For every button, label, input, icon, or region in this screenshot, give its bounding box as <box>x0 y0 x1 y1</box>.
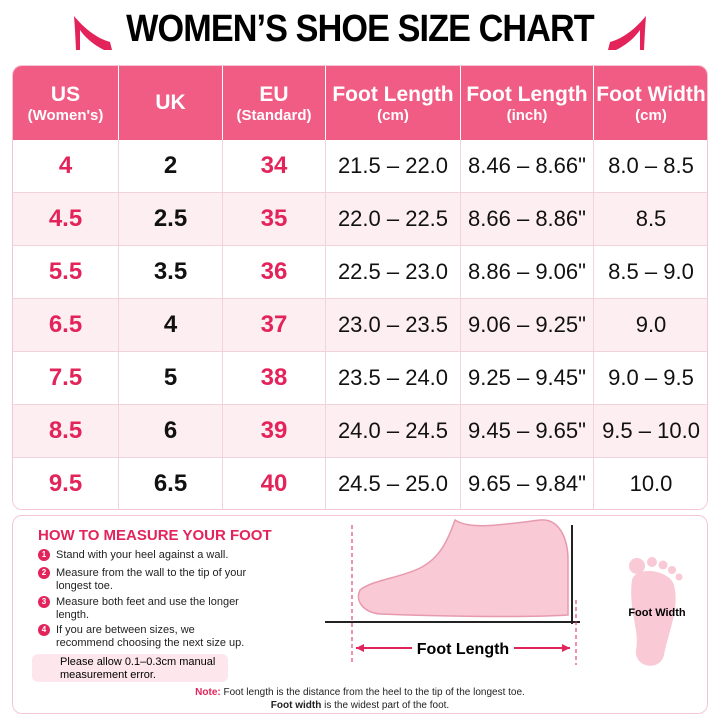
table-cell: 8.5 – 9.0 <box>594 246 707 299</box>
table-cell: 9.0 – 9.5 <box>594 352 707 405</box>
step-number: 1 <box>38 549 50 561</box>
table-cell: 39 <box>223 405 326 458</box>
step: 3 Measure both feet and use the longer le… <box>38 596 248 622</box>
table-cell: 3.5 <box>119 246 223 299</box>
step-text: If you are between sizes, we recommend c… <box>56 624 245 649</box>
table-cell: 10.0 <box>594 458 707 509</box>
table-cell: 35 <box>223 193 326 246</box>
step-number: 3 <box>38 596 50 608</box>
header-sub: (Women's) <box>27 106 104 124</box>
header-title: Foot Width <box>596 82 706 106</box>
table-cell: 8.86 – 9.06" <box>461 246 594 299</box>
footprint <box>629 557 683 666</box>
note-bold: Foot width <box>270 700 322 711</box>
length-label: Foot Length <box>417 641 509 658</box>
header-cell: Foot Length (inch) <box>461 66 594 140</box>
table-cell: 5.5 <box>13 246 119 299</box>
table-cell: 24.5 – 25.0 <box>326 458 461 509</box>
table-cell: 2.5 <box>119 193 223 246</box>
table-cell: 9.06 – 9.25" <box>461 299 594 352</box>
header-sub: (Standard) <box>236 106 312 124</box>
size-table: US (Women's) UK EU (Standard) Foot Length (cm)… <box>12 65 708 510</box>
table-cell: 22.5 – 23.0 <box>326 246 461 299</box>
table-cell: 4.5 <box>13 193 119 246</box>
table-cell: 21.5 – 22.0 <box>326 140 461 193</box>
header-cell: EU (Standard) <box>223 66 326 140</box>
table-cell: 24.0 – 24.5 <box>326 405 461 458</box>
header-cell: UK <box>119 66 223 140</box>
step-text: Measure both feet and use the longer len… <box>56 596 239 621</box>
header-title: Foot Length <box>466 82 588 106</box>
table-cell: 9.5 – 10.0 <box>594 405 707 458</box>
table-cell: 4 <box>119 299 223 352</box>
header-title: EU <box>259 82 289 106</box>
step-text: Stand with your heel against a wall. <box>56 549 229 561</box>
table-cell: 6.5 <box>13 299 119 352</box>
width-label: Foot Width <box>628 607 686 619</box>
header-sub: (cm) <box>377 106 409 124</box>
step-number: 4 <box>38 624 50 636</box>
table-cell: 4 <box>13 140 119 193</box>
note-label: Note: <box>195 687 221 698</box>
tip-text: Please allow 0.1–0.3cm manual measuremen… <box>60 656 216 681</box>
table-cell: 8.5 <box>13 405 119 458</box>
shoe-icon <box>74 16 646 50</box>
table-cell: 5 <box>119 352 223 405</box>
table-cell: 6.5 <box>119 458 223 509</box>
step: 4 If you are between sizes, we recommend … <box>38 624 248 650</box>
note-line: is the widest part of the foot. <box>324 700 450 711</box>
header-title: Foot Length <box>332 82 454 106</box>
table-cell: 37 <box>223 299 326 352</box>
header-sub: (cm) <box>635 106 667 124</box>
table-cell: 8.5 <box>594 193 707 246</box>
note-line: Foot length is the distance from the hee… <box>223 687 525 698</box>
label-bg <box>412 636 514 660</box>
table-cell: 23.0 – 23.5 <box>326 299 461 352</box>
header-cell: US (Women's) <box>13 66 119 140</box>
table-cell: 38 <box>223 352 326 405</box>
table-cell: 23.5 – 24.0 <box>326 352 461 405</box>
table-cell: 9.65 – 9.84" <box>461 458 594 509</box>
heading: HOW TO MEASURE YOUR FOOT <box>38 527 272 544</box>
table-cell: 34 <box>223 140 326 193</box>
measure-panel <box>12 515 708 714</box>
table-cell: 9.45 – 9.65" <box>461 405 594 458</box>
header-cell: Foot Width (cm) <box>594 66 707 140</box>
table-cell: 2 <box>119 140 223 193</box>
table-cell: 8.0 – 8.5 <box>594 140 707 193</box>
header-cell: Foot Length (cm) <box>326 66 461 140</box>
step: 1 Stand with your heel against a wall. <box>38 549 248 562</box>
table-cell: 36 <box>223 246 326 299</box>
table-cell: 8.46 – 8.66" <box>461 140 594 193</box>
tip: Please allow 0.1–0.3cm manual measuremen… <box>32 654 228 682</box>
step-text: Measure from the wall to the tip of your… <box>56 567 247 592</box>
note: Note: Foot length is the distance from t… <box>0 686 720 712</box>
header-sub: (inch) <box>506 106 548 124</box>
step-number: 2 <box>38 567 50 579</box>
table-cell: 9.0 <box>594 299 707 352</box>
step: 2 Measure from the wall to the tip of you… <box>38 567 248 593</box>
table-cell: 22.0 – 22.5 <box>326 193 461 246</box>
foot-side <box>357 518 569 618</box>
table-cell: 8.66 – 8.86" <box>461 193 594 246</box>
header-title: UK <box>155 91 186 114</box>
title: WOMEN’S SHOE SIZE CHART <box>126 8 595 50</box>
table-cell: 40 <box>223 458 326 509</box>
table-cell: 7.5 <box>13 352 119 405</box>
table-cell: 6 <box>119 405 223 458</box>
header-title: US <box>50 82 81 106</box>
table-cell: 9.25 – 9.45" <box>461 352 594 405</box>
table-cell: 9.5 <box>13 458 119 509</box>
